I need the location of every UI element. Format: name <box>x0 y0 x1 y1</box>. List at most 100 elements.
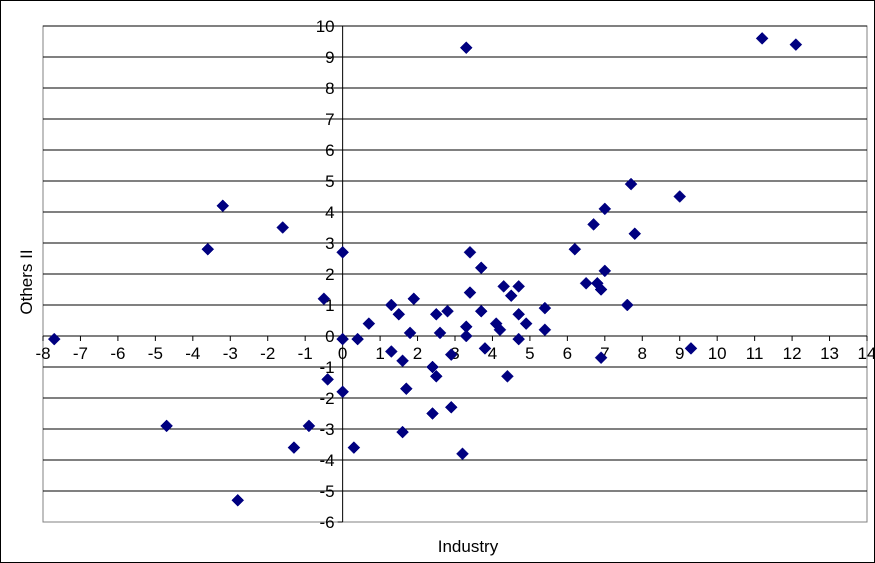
data-point <box>441 304 454 318</box>
x-tick-label: -3 <box>223 344 238 363</box>
y-tick-label: 2 <box>325 265 334 284</box>
data-points <box>47 32 803 507</box>
x-tick-label: -4 <box>185 344 200 363</box>
x-tick-label: 1 <box>375 344 384 363</box>
y-tick-label: 6 <box>325 141 334 160</box>
data-point <box>504 289 518 303</box>
data-point <box>598 202 612 216</box>
data-point <box>444 400 458 414</box>
y-tick-label: 3 <box>325 234 334 253</box>
data-point <box>403 326 417 340</box>
data-point <box>594 351 608 365</box>
y-tick-label: -1 <box>320 358 335 377</box>
data-point <box>474 261 488 275</box>
y-tick-label: -3 <box>320 420 335 439</box>
data-point <box>755 32 769 45</box>
x-tick-label: 10 <box>708 344 727 363</box>
x-tick-label: 2 <box>413 344 422 363</box>
data-point <box>433 326 447 340</box>
data-point <box>384 298 398 312</box>
data-point <box>789 38 803 51</box>
data-point <box>231 493 245 507</box>
y-tick-label: 4 <box>325 203 334 222</box>
data-point <box>351 332 364 346</box>
x-tick-label: 0 <box>338 344 347 363</box>
y-tick-label: 1 <box>325 296 334 315</box>
x-tick-label: 9 <box>675 344 684 363</box>
y-axis-title: Others II <box>17 249 36 314</box>
data-point <box>620 298 634 312</box>
data-point <box>459 41 473 55</box>
data-point <box>628 227 642 241</box>
data-point <box>336 245 349 259</box>
data-point <box>426 360 439 374</box>
data-point <box>463 245 477 259</box>
data-point <box>624 177 638 191</box>
x-tick-label: 5 <box>525 344 534 363</box>
data-point <box>501 369 514 383</box>
data-point <box>463 286 477 299</box>
data-point <box>336 385 349 399</box>
data-point <box>302 419 316 433</box>
y-tick-label: 8 <box>325 79 334 98</box>
data-point <box>519 317 533 330</box>
data-point <box>392 307 406 321</box>
data-point <box>456 447 469 461</box>
data-point <box>459 329 473 343</box>
data-point <box>474 304 488 318</box>
data-point <box>47 332 61 346</box>
data-point <box>568 242 582 256</box>
y-tick-labels: -6 -5 -4 -3 -2 -1 0 1 2 3 4 5 6 7 8 9 10 <box>316 17 335 532</box>
data-point <box>201 242 215 256</box>
x-tick-label: -5 <box>148 344 163 363</box>
x-tick-label: -6 <box>110 344 125 363</box>
data-point <box>512 332 526 346</box>
data-point <box>347 441 361 454</box>
x-tick-label: 4 <box>488 344 497 363</box>
x-tick-label: 7 <box>600 344 609 363</box>
data-point <box>429 369 443 383</box>
data-point <box>444 348 458 361</box>
data-point <box>399 382 413 396</box>
y-tick-label: -4 <box>320 451 335 470</box>
data-point <box>216 199 230 213</box>
data-point <box>587 218 600 231</box>
x-tick-label: 14 <box>858 344 875 363</box>
y-tick-label: 5 <box>325 172 334 191</box>
data-point <box>594 283 608 296</box>
x-tick-label: 11 <box>746 344 764 363</box>
x-tick-label: 12 <box>783 344 802 363</box>
gridlines <box>43 25 867 492</box>
x-tick-label: 13 <box>820 344 839 363</box>
y-tick-label: 10 <box>316 17 335 36</box>
y-tick-label: -6 <box>320 513 335 532</box>
x-tick-label: 8 <box>638 344 647 363</box>
data-point <box>429 307 443 321</box>
data-point <box>497 280 511 293</box>
data-point <box>493 323 507 337</box>
data-point <box>512 280 526 293</box>
data-point <box>684 342 698 355</box>
data-point <box>160 419 173 433</box>
data-point <box>598 264 612 278</box>
data-point <box>362 317 376 330</box>
data-point <box>426 407 439 420</box>
data-point <box>396 425 409 439</box>
y-tick-label: -2 <box>320 389 335 408</box>
x-axis-title: Industry <box>438 537 499 556</box>
x-tick-label: -7 <box>73 344 88 363</box>
data-point <box>384 345 398 358</box>
x-tick-label: -8 <box>35 344 50 363</box>
y-tick-label: 0 <box>325 327 334 346</box>
data-point <box>579 276 593 290</box>
data-point <box>336 332 349 346</box>
y-tick-label: -5 <box>320 482 335 501</box>
y-tick-label: 7 <box>325 110 334 129</box>
data-point <box>407 292 421 306</box>
data-point <box>538 301 552 315</box>
data-point <box>317 292 331 306</box>
data-point <box>276 221 290 234</box>
data-point <box>478 342 492 355</box>
data-point <box>287 441 301 454</box>
